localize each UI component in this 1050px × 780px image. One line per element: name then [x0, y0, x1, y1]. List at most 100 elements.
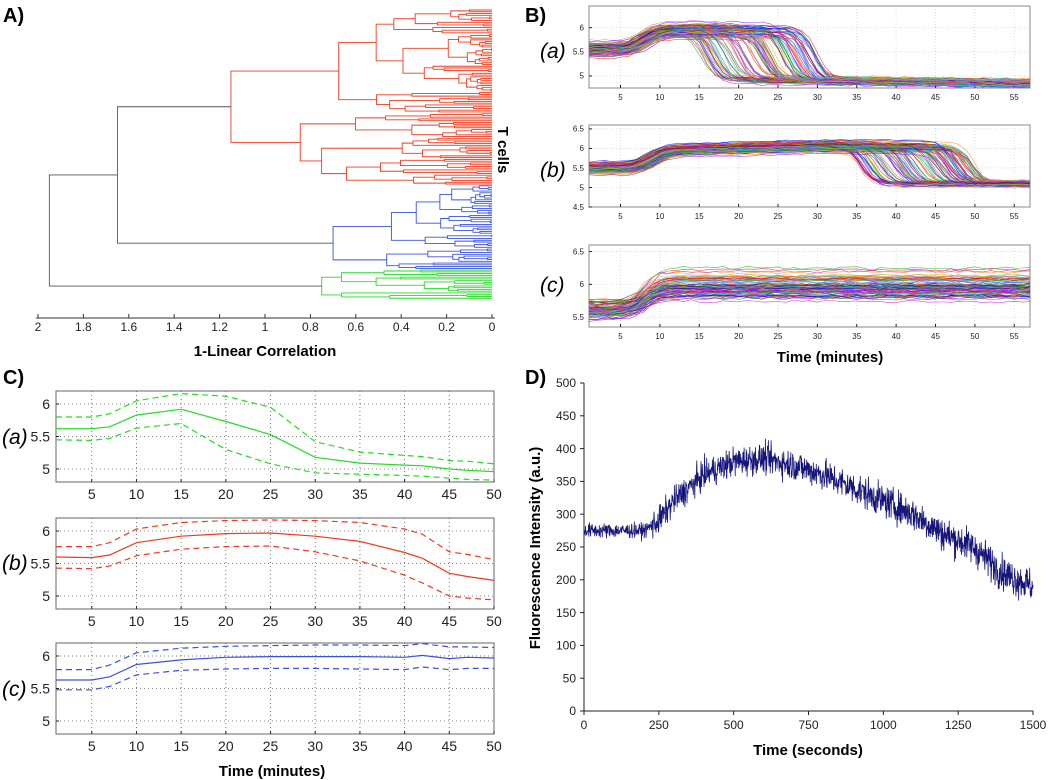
dendrogram-link [480, 78, 492, 81]
x-tick-label: 25 [774, 332, 783, 341]
dendrogram-link [446, 235, 492, 239]
dendrogram-link [467, 97, 492, 101]
subplot-c-a-label: (a) [2, 426, 28, 449]
dendrogram-xlabel: 1-Linear Correlation [194, 343, 337, 360]
cell-trace [589, 146, 1030, 186]
y-tick-label: 6 [42, 648, 50, 664]
y-tick-label: 5.5 [31, 428, 51, 444]
x-tick-label: 35 [852, 212, 861, 221]
x-tick-label: 10 [129, 613, 145, 629]
dendrogram-link [411, 93, 492, 97]
dendrogram-link [478, 185, 492, 189]
dendrogram-link [386, 253, 428, 267]
panel-c-xlabel: Time (minutes) [219, 763, 325, 780]
y-tick-label: 5.5 [31, 680, 51, 696]
dendrogram-link [470, 218, 492, 223]
cell-trace [589, 288, 1030, 312]
lower-bound-line [55, 545, 495, 601]
dendrogram-link [451, 188, 473, 201]
dendrogram-link [487, 187, 492, 190]
x-tick-label: 50 [970, 93, 979, 102]
dendrogram-link [483, 23, 492, 27]
y-tick-label: 350 [556, 475, 576, 489]
dendrogram-link [436, 273, 492, 276]
dendrogram-tree [48, 9, 493, 299]
dendrogram-link [454, 240, 475, 247]
dendrogram-link [415, 266, 492, 269]
dendrogram-link [453, 285, 492, 289]
dendrogram-link [453, 224, 474, 232]
cell-trace [589, 276, 1030, 306]
x-tick-label: 40 [892, 93, 901, 102]
x-tick-label: 45 [931, 212, 940, 221]
x-tick-label: 5 [618, 93, 623, 102]
dendrogram-link [484, 194, 492, 199]
panel-label-d: D) [525, 367, 546, 389]
y-tick-label: 6 [580, 24, 585, 33]
y-tick-label: 200 [556, 573, 576, 587]
x-tick-label: 250 [649, 718, 669, 732]
x-tick-label: 35 [852, 93, 861, 102]
dendrogram-link [475, 50, 483, 56]
dendrogram-link [466, 52, 476, 63]
dendrogram-link [482, 49, 492, 53]
x-tick-label: 50 [486, 613, 502, 629]
subplot-b-b-label: (b) [540, 159, 566, 182]
dendrogram-link [424, 236, 455, 244]
dendrogram-link [489, 220, 492, 224]
cell-trace [589, 294, 1030, 316]
x-tick-label: 25 [263, 613, 279, 629]
x-tick-label: 55 [1010, 212, 1019, 221]
dendrogram-link [389, 100, 440, 110]
x-tick-label: 10 [655, 93, 664, 102]
y-tick-label: 4.5 [573, 203, 585, 212]
subplot-b-c-label: (c) [540, 274, 565, 297]
dendrogram-link [429, 114, 492, 118]
dendrogram-link [393, 18, 433, 31]
dendrogram-link [434, 174, 492, 180]
x-tick-label: 500 [724, 718, 744, 732]
dendrogram-link [487, 57, 492, 60]
dendrogram-link [401, 142, 423, 154]
mean-subplot: 5 10 15 20 25 30 35 40 45 50 5 5.5 6 [31, 642, 502, 754]
dendrogram-link [432, 262, 492, 266]
dendrogram-link [473, 106, 492, 109]
x-tick-label: 35 [352, 613, 368, 629]
subplot-c-c-label: (c) [2, 678, 27, 701]
dendrogram-link [412, 140, 492, 146]
dendrogram-link [486, 176, 492, 180]
dendrogram-link [476, 171, 492, 174]
dendrogram-link [472, 228, 480, 233]
y-tick-label: 400 [556, 442, 576, 456]
x-tick-label: 25 [774, 212, 783, 221]
dendrogram-link [469, 9, 492, 13]
x-tick-label: 45 [442, 738, 458, 754]
mean-line [56, 654, 495, 681]
cell-trace [589, 296, 1030, 316]
dendrogram-link [451, 177, 492, 181]
cell-trace [589, 269, 1030, 309]
dendrogram-link [488, 211, 492, 215]
dendrogram-link [440, 218, 454, 229]
dendrogram-link [418, 118, 492, 122]
y-tick-label: 5.5 [31, 555, 51, 571]
dendrogram-link [458, 36, 471, 43]
dendrogram-link [400, 276, 492, 280]
cell-trace [589, 152, 1030, 185]
traces-subplot: 5 10 15 20 25 30 35 40 45 50 55 5.5 6 6.5 [573, 244, 1031, 341]
upper-bound-line [56, 519, 495, 561]
dendrogram-link [490, 48, 492, 51]
dendrogram-link [117, 106, 334, 244]
dendrogram-link [437, 137, 492, 141]
cell-trace [589, 278, 1030, 314]
dendrogram-axis: 2 1.8 1.6 1.4 1.2 1 0.8 0.6 0.4 0.2 0 [35, 314, 496, 334]
dendrogram-link [458, 13, 472, 20]
x-tick-label: 55 [1010, 332, 1019, 341]
dendrogram-link [481, 113, 492, 116]
dendrogram-link [427, 250, 461, 258]
y-tick-label: 5.5 [573, 313, 585, 322]
x-tick-label: 1250 [945, 718, 972, 732]
dendrogram-link [487, 243, 492, 246]
cell-trace [589, 277, 1030, 316]
mean-line [55, 532, 495, 581]
